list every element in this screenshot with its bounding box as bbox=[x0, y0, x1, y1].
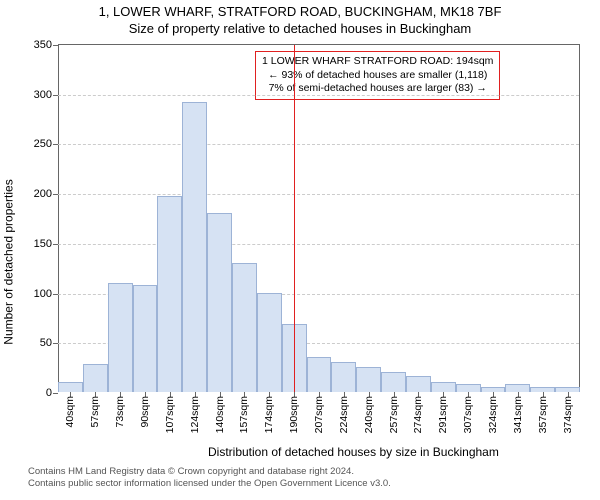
histogram-bar bbox=[108, 283, 133, 392]
xtick-label: 73sqm bbox=[114, 396, 126, 428]
xtick-label: 307sqm bbox=[462, 396, 474, 433]
ytick-label: 0 bbox=[46, 387, 52, 399]
ytick-mark bbox=[53, 244, 58, 245]
x-axis-title: Distribution of detached houses by size … bbox=[208, 445, 499, 459]
xtick-label: 174sqm bbox=[263, 396, 275, 433]
xtick-label: 274sqm bbox=[412, 396, 424, 433]
histogram-bar bbox=[133, 285, 158, 392]
histogram-bar bbox=[381, 372, 406, 392]
annotation-line1: 1 LOWER WHARF STRATFORD ROAD: 194sqm bbox=[262, 55, 493, 69]
xtick-label: 124sqm bbox=[189, 396, 201, 433]
footer-line2: Contains public sector information licen… bbox=[28, 478, 391, 490]
annotation-box: 1 LOWER WHARF STRATFORD ROAD: 194sqm ← 9… bbox=[255, 51, 500, 100]
ytick-label: 150 bbox=[34, 238, 52, 250]
xtick-label: 341sqm bbox=[512, 396, 524, 433]
xtick-label: 291sqm bbox=[437, 396, 449, 433]
xtick-label: 40sqm bbox=[64, 396, 76, 428]
ytick-label: 50 bbox=[40, 337, 52, 349]
histogram-bar bbox=[307, 357, 332, 392]
histogram-bar bbox=[331, 362, 356, 392]
xtick-label: 90sqm bbox=[139, 396, 151, 428]
xtick-label: 157sqm bbox=[238, 396, 250, 433]
gridline-h bbox=[58, 95, 579, 96]
reference-line bbox=[294, 45, 295, 392]
histogram-bar bbox=[58, 382, 83, 392]
ytick-label: 100 bbox=[34, 288, 52, 300]
ytick-mark bbox=[53, 393, 58, 394]
histogram-bar bbox=[83, 364, 108, 392]
histogram-bar bbox=[232, 263, 257, 392]
title-block: 1, LOWER WHARF, STRATFORD ROAD, BUCKINGH… bbox=[6, 4, 594, 36]
gridline-h bbox=[58, 244, 579, 245]
ytick-label: 250 bbox=[34, 138, 52, 150]
ytick-label: 300 bbox=[34, 89, 52, 101]
xtick-label: 240sqm bbox=[363, 396, 375, 433]
xtick-label: 257sqm bbox=[388, 396, 400, 433]
histogram-bar bbox=[207, 213, 232, 392]
histogram-bar bbox=[182, 102, 207, 392]
histogram-bar bbox=[257, 293, 282, 392]
histogram-bar bbox=[431, 382, 456, 392]
ytick-mark bbox=[53, 45, 58, 46]
footer-attribution: Contains HM Land Registry data © Crown c… bbox=[28, 466, 391, 490]
ytick-mark bbox=[53, 144, 58, 145]
y-axis-title: Number of detached properties bbox=[2, 179, 16, 344]
xtick-label: 107sqm bbox=[164, 396, 176, 433]
histogram-chart: 1, LOWER WHARF, STRATFORD ROAD, BUCKINGH… bbox=[0, 0, 600, 500]
xtick-label: 207sqm bbox=[313, 396, 325, 433]
gridline-h bbox=[58, 144, 579, 145]
ytick-mark bbox=[53, 343, 58, 344]
xtick-label: 190sqm bbox=[288, 396, 300, 433]
annotation-line2: ← 93% of detached houses are smaller (1,… bbox=[262, 69, 493, 83]
histogram-bar bbox=[356, 367, 381, 392]
xtick-label: 374sqm bbox=[562, 396, 574, 433]
ytick-label: 200 bbox=[34, 188, 52, 200]
ytick-label: 350 bbox=[34, 39, 52, 51]
xtick-label: 324sqm bbox=[487, 396, 499, 433]
xtick-label: 224sqm bbox=[338, 396, 350, 433]
chart-title-line2: Size of property relative to detached ho… bbox=[6, 21, 594, 36]
plot-region: Number of detached properties Distributi… bbox=[58, 44, 580, 392]
xtick-label: 140sqm bbox=[214, 396, 226, 433]
ytick-mark bbox=[53, 294, 58, 295]
chart-title-line1: 1, LOWER WHARF, STRATFORD ROAD, BUCKINGH… bbox=[6, 4, 594, 19]
histogram-bar bbox=[406, 376, 431, 392]
xtick-label: 57sqm bbox=[89, 396, 101, 428]
histogram-bar bbox=[157, 196, 182, 392]
footer-line1: Contains HM Land Registry data © Crown c… bbox=[28, 466, 391, 478]
gridline-h bbox=[58, 194, 579, 195]
y-axis-line bbox=[58, 45, 59, 392]
ytick-mark bbox=[53, 95, 58, 96]
histogram-bar bbox=[456, 384, 481, 392]
histogram-bar bbox=[505, 384, 530, 392]
xtick-label: 357sqm bbox=[537, 396, 549, 433]
ytick-mark bbox=[53, 194, 58, 195]
